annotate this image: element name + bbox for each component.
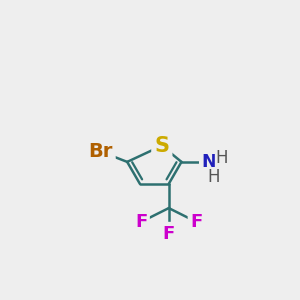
Text: H: H xyxy=(215,149,229,167)
Text: S: S xyxy=(154,136,169,156)
Text: F: F xyxy=(190,213,202,231)
Text: F: F xyxy=(135,213,147,231)
Text: H: H xyxy=(216,149,228,167)
Text: H: H xyxy=(207,168,221,186)
Text: N: N xyxy=(202,153,217,171)
Text: F: F xyxy=(163,224,175,242)
Text: H: H xyxy=(208,168,220,186)
Text: Br: Br xyxy=(88,142,113,161)
Text: N: N xyxy=(202,153,217,171)
